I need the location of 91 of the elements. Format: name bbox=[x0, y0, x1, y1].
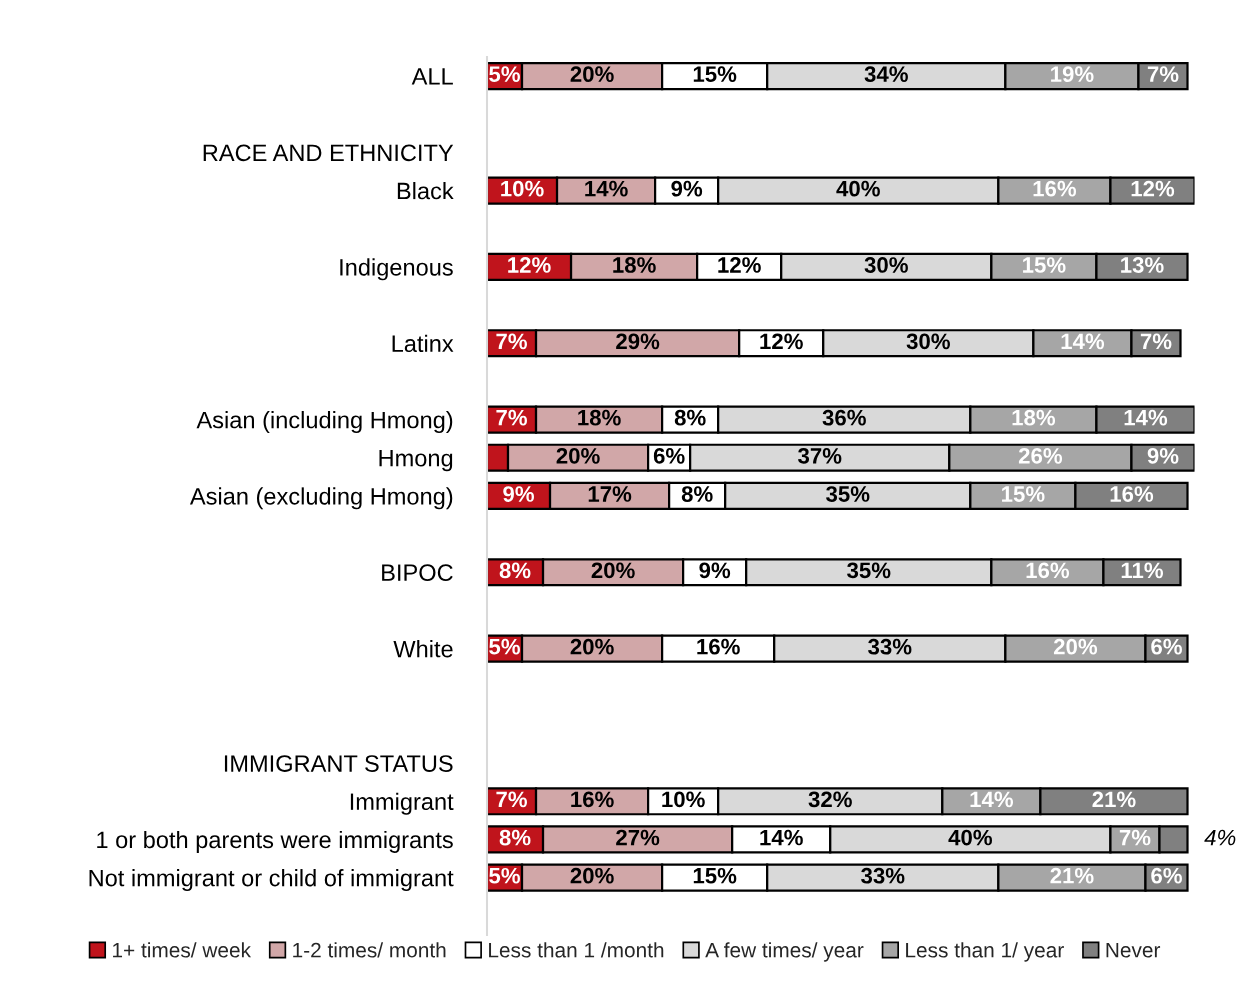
data-label: 8% bbox=[499, 829, 531, 846]
data-label: 4% bbox=[1204, 829, 1236, 846]
data-label: 34% bbox=[864, 66, 908, 83]
y-tick-label: Hmong bbox=[379, 450, 453, 472]
data-label: 6% bbox=[1151, 867, 1182, 884]
data-label: 5% bbox=[489, 66, 520, 83]
data-label: 5% bbox=[489, 867, 520, 884]
data-label: 20% bbox=[570, 66, 614, 83]
data-label: 16% bbox=[697, 638, 740, 655]
data-label: 33% bbox=[861, 867, 905, 884]
data-label: 19% bbox=[1051, 66, 1094, 83]
data-label: 18% bbox=[1012, 409, 1056, 426]
data-label: 16% bbox=[571, 791, 614, 808]
data-label: 16% bbox=[1026, 562, 1070, 579]
data-label: 27% bbox=[616, 829, 660, 846]
data-label: 10% bbox=[662, 791, 705, 808]
data-label: 14% bbox=[970, 791, 1014, 808]
data-label: 8% bbox=[499, 562, 531, 579]
data-label: 9% bbox=[671, 180, 703, 197]
y-tick-label: White bbox=[393, 640, 453, 658]
data-label: 35% bbox=[826, 486, 870, 502]
data-label: 12% bbox=[718, 257, 761, 273]
data-label: 7% bbox=[496, 333, 527, 350]
legend-label: Less than 1 /month bbox=[489, 942, 664, 958]
legend-label: Less than 1/ year bbox=[906, 942, 1064, 962]
data-label: 18% bbox=[613, 257, 656, 273]
data-label: 30% bbox=[906, 333, 950, 350]
data-label: 7% bbox=[496, 409, 527, 426]
y-tick-label: IMMIGRANT STATUS bbox=[224, 755, 453, 772]
data-label: 40% bbox=[836, 180, 880, 197]
data-label: 12% bbox=[760, 333, 803, 350]
data-label: 15% bbox=[1002, 486, 1045, 502]
data-label: 14% bbox=[760, 829, 803, 846]
y-tick-label: Immigrant bbox=[350, 792, 454, 815]
y-tick-label: Asian (excluding Hmong) bbox=[189, 487, 453, 510]
legend-label: A few times/ year bbox=[705, 942, 864, 962]
y-tick-label: Latinx bbox=[392, 334, 454, 353]
data-label: 20% bbox=[591, 562, 635, 579]
data-label: 6% bbox=[653, 447, 685, 464]
data-label: 33% bbox=[868, 638, 912, 655]
data-label: 14% bbox=[585, 180, 628, 197]
data-label: 21% bbox=[1050, 867, 1094, 884]
data-label: 13% bbox=[1121, 257, 1164, 273]
y-tick-label: BIPOC bbox=[382, 564, 453, 582]
data-label: 16% bbox=[1033, 180, 1077, 197]
data-label: 12% bbox=[508, 257, 551, 273]
data-label: 35% bbox=[847, 562, 891, 579]
data-label: 20% bbox=[570, 638, 614, 655]
legend-label: Never bbox=[1106, 942, 1161, 958]
data-label: 21% bbox=[1092, 791, 1136, 808]
data-label: 16% bbox=[1110, 486, 1154, 502]
data-label: 32% bbox=[808, 791, 852, 808]
data-label: 26% bbox=[1018, 447, 1063, 464]
data-label: 9% bbox=[699, 562, 731, 579]
y-tick-label: 1 or both parents were immigrants bbox=[97, 830, 453, 853]
data-label: 40% bbox=[948, 829, 992, 846]
data-label: 11% bbox=[1121, 562, 1164, 579]
data-label: 5% bbox=[489, 638, 520, 655]
data-label: 7% bbox=[496, 791, 527, 808]
data-label: 15% bbox=[693, 66, 737, 83]
y-tick-label: Indigenous bbox=[340, 258, 453, 281]
data-label: 37% bbox=[798, 447, 842, 464]
y-tick-label: ALL bbox=[411, 68, 453, 85]
data-label: 14% bbox=[1061, 333, 1105, 350]
y-tick-label: Black bbox=[397, 182, 454, 200]
data-label: 8% bbox=[674, 409, 706, 426]
data-label: 7% bbox=[1140, 333, 1172, 350]
data-label: 30% bbox=[864, 257, 908, 273]
data-label: 9% bbox=[1147, 447, 1179, 464]
data-label: 7% bbox=[1147, 66, 1179, 82]
data-label: 15% bbox=[693, 867, 737, 884]
y-tick-label: RACE AND ETHNICITY bbox=[203, 144, 454, 162]
data-label: 18% bbox=[578, 409, 621, 426]
data-label: 14% bbox=[1124, 409, 1168, 426]
data-label: 7% bbox=[1119, 829, 1151, 846]
data-label: 20% bbox=[556, 447, 600, 464]
data-label: 15% bbox=[1023, 257, 1066, 273]
data-label: 10% bbox=[501, 180, 544, 197]
legend-label: 1-2 times/ month bbox=[293, 942, 446, 958]
data-label: 20% bbox=[1053, 638, 1098, 655]
data-label: 8% bbox=[681, 486, 713, 502]
data-label: 12% bbox=[1131, 180, 1175, 197]
y-tick-label: Not immigrant or child of immigrant bbox=[89, 869, 454, 892]
data-label: 29% bbox=[616, 333, 660, 350]
data-label: 6% bbox=[1151, 638, 1182, 655]
data-label: 20% bbox=[570, 867, 614, 884]
data-label: 17% bbox=[588, 486, 632, 502]
y-tick-label: Asian (including Hmong) bbox=[196, 411, 453, 434]
data-label: 9% bbox=[503, 486, 534, 502]
data-label: 36% bbox=[822, 409, 866, 426]
legend-label: 1+ times/ week bbox=[113, 942, 252, 958]
